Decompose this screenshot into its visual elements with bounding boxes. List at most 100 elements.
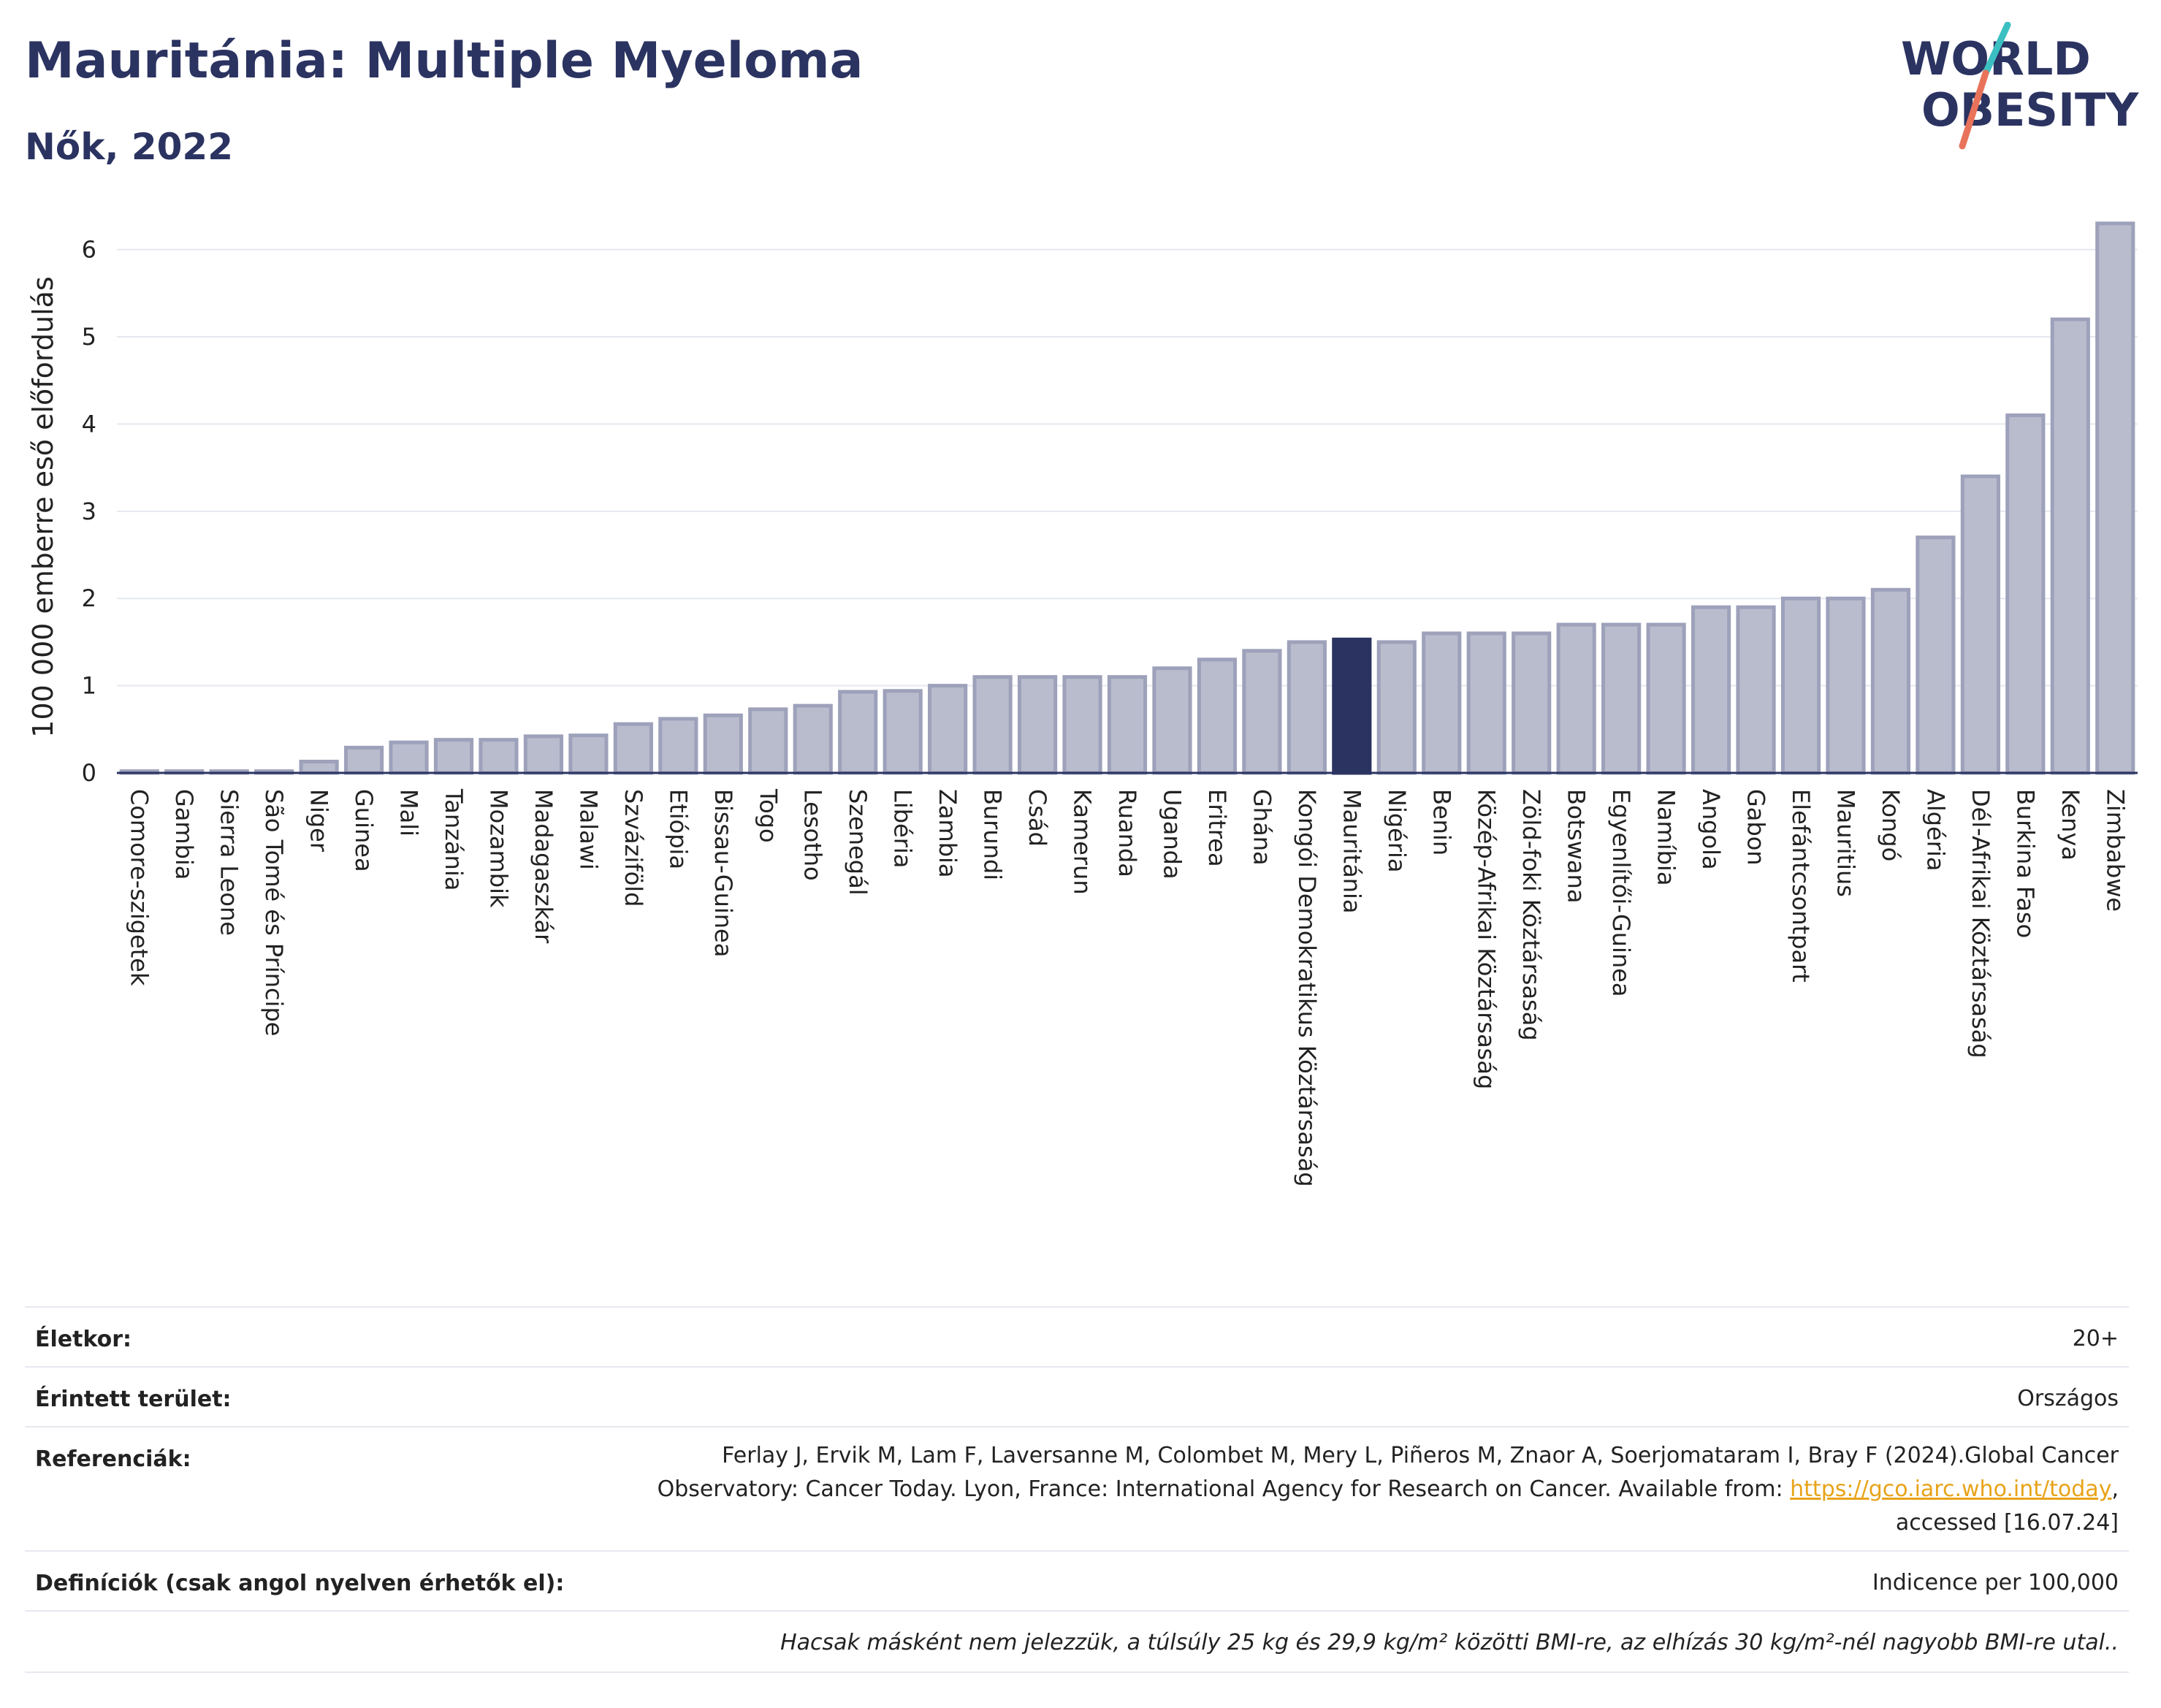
logo-line2: OBESITY	[1921, 83, 2139, 137]
age-row: Életkor: 20+	[25, 1306, 2129, 1368]
bar	[1960, 474, 2000, 775]
x-tick-label: Bissau-Guinea	[709, 789, 737, 957]
x-tick-label: São Tomé és Príncipe	[260, 789, 288, 1036]
note-text: Hacsak másként nem jelezzük, a túlsúly 2…	[780, 1630, 2119, 1655]
bar	[2050, 317, 2090, 775]
x-tick-label: Angola	[1697, 789, 1725, 870]
x-tick-label: Mali	[395, 789, 423, 836]
bar	[1422, 631, 1462, 775]
x-tick-label: Közép-Afrikai Köztársaság	[1473, 789, 1501, 1089]
x-tick-label: Burkina Faso	[2011, 789, 2039, 938]
y-tick-label: 6	[82, 236, 96, 264]
x-tick-label: Lesotho	[799, 789, 827, 881]
bar	[1870, 587, 1911, 775]
bar	[1017, 675, 1058, 775]
bar	[1826, 596, 1866, 775]
bar	[703, 713, 743, 775]
references-value: Ferlay J, Ervik M, Lam F, Laversanne M, …	[658, 1439, 2119, 1540]
x-tick-label: Sierra Leone	[216, 789, 243, 936]
logo-line1: WORLD	[1901, 32, 2091, 85]
x-tick-label: Madagaszkár	[530, 789, 557, 944]
x-tick-label: Mauritánia	[1338, 789, 1365, 913]
y-tick-label: 4	[82, 410, 96, 438]
logo-slash-bottom	[1959, 69, 1989, 150]
x-tick-label: Togo	[754, 788, 782, 843]
bar	[793, 704, 833, 775]
x-tick-label: Botswana	[1563, 789, 1590, 903]
bar	[343, 745, 384, 775]
bar	[1242, 649, 1282, 775]
x-tick-label: Tanzánia	[440, 788, 468, 891]
x-tick-label: Etiópia	[664, 789, 692, 869]
bar	[523, 734, 564, 775]
x-tick-label: Kongó	[1877, 789, 1905, 861]
x-tick-label: Zambia	[934, 789, 961, 878]
x-tick-label: Nigéria	[1383, 789, 1411, 872]
bar	[1376, 640, 1417, 775]
bar	[748, 707, 788, 775]
y-tick-label: 0	[82, 759, 96, 787]
x-tick-label: Benin	[1428, 789, 1455, 855]
area-value: Országos	[2017, 1386, 2119, 1411]
bar	[658, 717, 698, 775]
definitions-value: Indicence per 100,000	[1872, 1570, 2119, 1595]
bar	[1512, 631, 1552, 775]
references-link[interactable]: https://gco.iarc.who.int/today	[1790, 1476, 2112, 1502]
bar	[1646, 622, 1686, 775]
bar	[479, 738, 519, 775]
area-label: Érintett terület:	[35, 1387, 232, 1412]
bar	[433, 738, 474, 775]
age-value: 20+	[2072, 1326, 2119, 1351]
x-tick-label: Szváziföld	[620, 789, 647, 907]
x-tick-label: Malawi	[574, 789, 602, 870]
x-tick-label: Mozambik	[484, 789, 512, 908]
x-tick-label: Gabon	[1742, 789, 1770, 866]
references-line2: Observatory: Cancer Today. Lyon, France:…	[658, 1473, 2119, 1506]
x-tick-label: Niger	[305, 789, 333, 853]
note-row: Hacsak másként nem jelezzük, a túlsúly 2…	[25, 1610, 2129, 1673]
y-tick-label: 2	[82, 584, 96, 612]
x-tick-label: Zöld-foki Köztársaság	[1517, 789, 1545, 1041]
world-obesity-logo: WORLD OBESITY	[1901, 22, 2139, 150]
bar	[972, 675, 1013, 775]
bar	[928, 684, 968, 775]
page-subtitle: Nők, 2022	[25, 126, 234, 168]
bar	[1287, 640, 1327, 775]
bar	[1332, 637, 1372, 775]
age-label: Életkor:	[35, 1327, 132, 1352]
logo-slash-top	[1982, 22, 2011, 77]
bar	[1691, 605, 1731, 775]
bar	[568, 733, 609, 775]
x-tick-label: Kamerun	[1069, 789, 1097, 895]
x-tick-label: Burundi	[979, 789, 1007, 880]
x-tick-label: Libéria	[889, 789, 917, 868]
y-tick-label: 3	[82, 497, 96, 525]
x-tick-label: Algéria	[1921, 789, 1949, 871]
references-label: Referenciák:	[35, 1446, 191, 1472]
x-tick-label: Namíbia	[1653, 789, 1680, 885]
x-tick-label: Kongói Demokratikus Köztársaság	[1293, 789, 1321, 1187]
bar	[2005, 413, 2046, 775]
x-tick-label: Elefántcsontpart	[1787, 789, 1815, 983]
bar	[1107, 675, 1148, 775]
bar	[299, 759, 339, 775]
definitions-label: Definíciók (csak angol nyelven érhetők e…	[35, 1571, 565, 1596]
definitions-row: Definíciók (csak angol nyelven érhetők e…	[25, 1550, 2129, 1612]
x-tick-label: Egyenlítői-Guinea	[1607, 789, 1635, 997]
y-tick-label: 1	[82, 672, 96, 700]
x-tick-label: Dél-Afrikai Köztársaság	[1967, 789, 1994, 1059]
x-tick-label: Kenya	[2057, 789, 2084, 861]
x-tick-label: Szenegál	[844, 789, 872, 896]
x-tick-label: Gambia	[170, 789, 198, 880]
y-tick-label: 5	[82, 323, 96, 351]
bar	[1152, 666, 1192, 775]
x-tick-label: Eritrea	[1203, 789, 1231, 867]
x-tick-label: Csád	[1024, 789, 1051, 847]
area-row: Érintett terület: Országos	[25, 1366, 2129, 1427]
bar	[1197, 657, 1238, 775]
x-tick-label: Guinea	[350, 789, 378, 872]
bar	[883, 689, 923, 775]
bar	[1466, 631, 1506, 775]
bar	[1556, 622, 1596, 775]
bar	[838, 690, 878, 775]
